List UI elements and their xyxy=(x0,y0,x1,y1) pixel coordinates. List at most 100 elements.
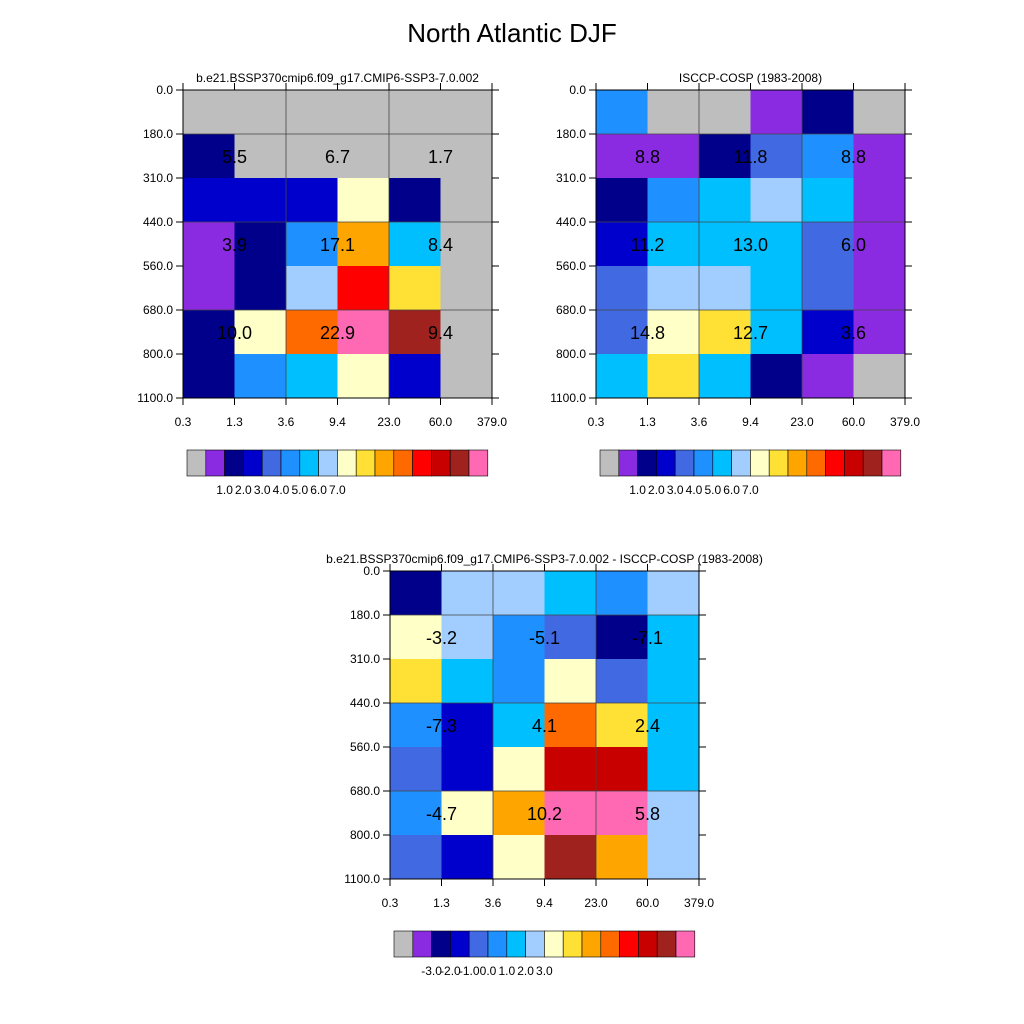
heatmap-cell xyxy=(853,178,906,223)
heatmap-cell xyxy=(234,266,287,311)
heatmap-cell xyxy=(750,310,803,355)
heatmap-cell xyxy=(337,310,390,355)
heatmap-cell xyxy=(286,178,338,223)
heatmap-cell xyxy=(183,222,235,267)
colorbar-label: 2.0 xyxy=(235,483,252,497)
colorbar-label: 3.0 xyxy=(536,964,553,978)
colorbar-swatch xyxy=(393,930,414,958)
x-tick-label: 0.3 xyxy=(588,415,605,429)
heatmap-cell xyxy=(647,222,700,267)
colorbar-swatch xyxy=(186,449,207,477)
heatmap-cell xyxy=(596,571,648,616)
colorbar-label: 5.0 xyxy=(291,483,308,497)
y-tick-label: 680.0 xyxy=(350,784,380,798)
heatmap-cell xyxy=(853,90,906,135)
colorbar-swatch xyxy=(806,449,826,477)
colorbar-label: 2.0 xyxy=(648,483,665,497)
panel-title: b.e21.BSSP370cmip6.f09_g17.CMIP6-SSP3-7.… xyxy=(326,552,763,566)
heatmap-cell xyxy=(390,791,442,836)
heatmap-cell xyxy=(544,835,597,880)
y-tick-label: 0.0 xyxy=(569,83,586,97)
block-value-label: 3.6 xyxy=(841,323,866,343)
colorbar-swatch xyxy=(750,449,770,477)
heatmap-cell xyxy=(647,354,700,399)
y-tick-label: 310.0 xyxy=(556,171,586,185)
colorbar-swatch xyxy=(374,449,395,477)
heatmap-cell xyxy=(441,703,494,748)
heatmap-cell xyxy=(441,615,494,660)
heatmap-cell xyxy=(234,134,287,179)
colorbar-label: 1.0 xyxy=(629,483,646,497)
colorbar-label: -3.0 xyxy=(421,964,442,978)
y-tick-label: 800.0 xyxy=(350,828,380,842)
heatmap-cell xyxy=(750,134,803,179)
colorbar-swatch xyxy=(881,449,902,477)
colorbar-swatch xyxy=(205,449,225,477)
colorbar-swatch xyxy=(674,449,695,477)
heatmap-cell xyxy=(286,310,338,355)
heatmap-cell xyxy=(750,266,803,311)
heatmap-cell xyxy=(440,222,493,267)
heatmap-cell xyxy=(440,134,493,179)
heatmap-cell xyxy=(647,571,700,616)
heatmap-cell xyxy=(750,90,803,135)
heatmap-cell xyxy=(544,615,597,660)
colorbar-swatch xyxy=(768,449,789,477)
x-tick-label: 0.3 xyxy=(382,896,399,910)
heatmap-cell xyxy=(441,659,494,704)
heatmap-cell xyxy=(441,571,494,616)
heatmap-cell xyxy=(183,354,235,399)
x-tick-label: 379.0 xyxy=(890,415,920,429)
y-tick-label: 0.0 xyxy=(363,564,380,578)
y-tick-label: 680.0 xyxy=(556,303,586,317)
heatmap-cell xyxy=(493,615,545,660)
heatmap-cell xyxy=(647,266,700,311)
heatmap-model: b.e21.BSSP370cmip6.f09_g17.CMIP6-SSP3-7.… xyxy=(137,71,507,497)
colorbar-swatch xyxy=(544,930,564,958)
heatmap-cell xyxy=(596,354,648,399)
heatmap-cell xyxy=(389,266,441,311)
heatmap-cell xyxy=(286,354,338,399)
colorbar-label: 5.0 xyxy=(704,483,721,497)
block-value-label: 8.4 xyxy=(428,235,453,255)
y-tick-label: 180.0 xyxy=(556,127,586,141)
block-value-label: 8.8 xyxy=(841,147,866,167)
heatmap-cell xyxy=(441,747,494,792)
colorbar-label: 6.0 xyxy=(310,483,327,497)
colorbar-swatch xyxy=(318,449,338,477)
heatmap-cell xyxy=(802,222,854,267)
heatmap-cell xyxy=(390,703,442,748)
heatmap-cell xyxy=(440,90,493,135)
heatmap-cell xyxy=(596,659,648,704)
block-value-label: 14.8 xyxy=(630,323,665,343)
x-tick-label: 379.0 xyxy=(477,415,507,429)
heatmap-cell xyxy=(647,310,700,355)
colorbar-swatch xyxy=(299,449,319,477)
block-value-label: -4.7 xyxy=(426,804,457,824)
heatmap-cell xyxy=(802,134,854,179)
colorbar-swatch xyxy=(637,449,657,477)
heatmap-cell xyxy=(493,703,545,748)
block-value-label: 4.1 xyxy=(532,716,557,736)
y-tick-label: 440.0 xyxy=(556,215,586,229)
heatmap-cell xyxy=(647,747,700,792)
colorbar-swatch xyxy=(261,449,282,477)
heatmap-cell xyxy=(596,134,648,179)
y-tick-label: 1100.0 xyxy=(137,391,173,405)
colorbar-label: 3.0 xyxy=(254,483,271,497)
heatmap-cell xyxy=(183,134,235,179)
heatmap-cell xyxy=(337,266,390,311)
main-title: North Atlantic DJF xyxy=(407,18,617,48)
heatmap-cell xyxy=(802,310,854,355)
heatmap-cell xyxy=(596,178,648,223)
heatmap-cell xyxy=(802,178,854,223)
colorbar-swatch xyxy=(431,449,451,477)
block-value-label: 5.8 xyxy=(635,804,660,824)
x-tick-label: 60.0 xyxy=(842,415,866,429)
heatmap-cell xyxy=(647,178,700,223)
colorbar-label: -1.0 xyxy=(459,964,480,978)
heatmap-cell xyxy=(647,835,700,880)
x-tick-label: 60.0 xyxy=(636,896,660,910)
colorbar-swatch xyxy=(600,930,620,958)
colorbar-swatch xyxy=(712,449,732,477)
